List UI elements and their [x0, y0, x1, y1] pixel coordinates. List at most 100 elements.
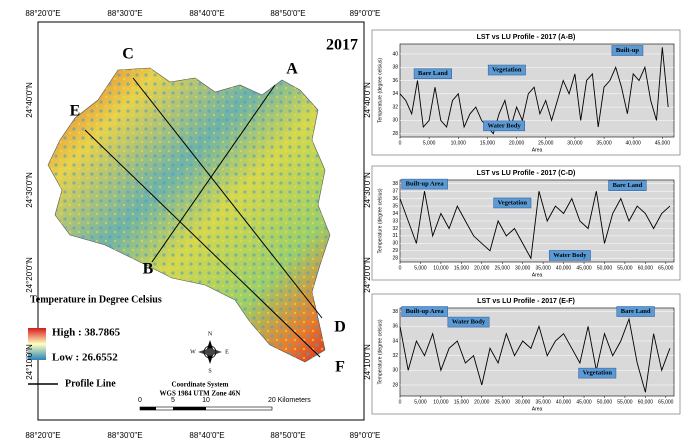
profile-point: A: [286, 61, 298, 78]
legend-high: High : 38.7865: [52, 327, 121, 339]
lon-label: 88°50'0"E: [270, 9, 305, 18]
annotation-box: [493, 197, 532, 209]
chart-title: LST vs LU Profile - 2017 (E-F): [477, 298, 575, 305]
compass-letter: N: [208, 331, 213, 337]
annotation-box: [483, 120, 526, 132]
annotation-box: [578, 367, 617, 379]
y-tick-label: 36: [392, 78, 398, 84]
annotation-text: Vegetation: [583, 370, 613, 377]
legend-ramp: [28, 328, 46, 360]
y-tick-label: 32: [392, 226, 398, 232]
x-tick-label: 20,000: [474, 265, 490, 271]
x-tick-label: 40,000: [556, 265, 572, 271]
profile-point: C: [122, 46, 134, 63]
lon-label: 88°30'0"E: [107, 431, 142, 440]
annotation: Vegetation: [487, 64, 526, 76]
lon-label: 88°40'0"E: [189, 9, 224, 18]
profile-line: [399, 191, 671, 260]
x-tick-label: 50,000: [597, 399, 613, 405]
y-tick-label: 36: [392, 324, 398, 330]
x-tick-label: 25,000: [495, 399, 511, 405]
scale-label: 5: [171, 397, 175, 404]
x-tick-label: 25,000: [538, 140, 554, 146]
lon-label: 88°20'0"E: [25, 431, 60, 440]
x-tick-label: 0: [399, 265, 402, 271]
x-axis-label: Area: [532, 147, 543, 153]
lon-label: 88°50'0"E: [270, 431, 305, 440]
annotation-text: Bare Land: [621, 308, 651, 315]
profile-point: D: [334, 319, 346, 336]
annotation-text: Water Body: [553, 252, 587, 259]
y-tick-label: 30: [392, 241, 398, 247]
x-tick-label: 25,000: [495, 265, 511, 271]
x-tick-label: 5,000: [414, 399, 427, 405]
north-arrow: [198, 340, 222, 364]
y-tick-label: 33: [392, 218, 398, 224]
compass-letter: W: [190, 349, 196, 355]
profile-line: [399, 317, 671, 393]
x-tick-label: 15,000: [480, 140, 496, 146]
x-tick-label: 45,000: [576, 399, 592, 405]
x-tick-label: 5,000: [414, 265, 427, 271]
profile-point: E: [70, 103, 81, 120]
annotation-text: Bare Land: [613, 182, 643, 189]
scale-label: 0: [138, 397, 142, 404]
x-tick-label: 30,000: [515, 265, 531, 271]
annotation-text: Built-up Area: [406, 308, 445, 315]
lat-label: 24°20'0"N: [363, 257, 372, 293]
chart-title: LST vs LU Profile - 2017 (A-B): [477, 34, 576, 41]
profile-line: [399, 47, 669, 135]
lat-label: 24°30'0"N: [25, 172, 34, 208]
annotation-text: Vegetation: [498, 199, 528, 206]
scale-label: 20 Kilometers: [268, 397, 311, 404]
y-tick-label: 28: [392, 256, 398, 262]
x-tick-label: 60,000: [638, 265, 654, 271]
x-tick-label: 35,000: [535, 265, 551, 271]
profile-lines: [84, 77, 323, 358]
y-tick-label: 34: [392, 91, 398, 97]
x-axis-label: Area: [532, 272, 543, 278]
lon-label: 88°40'0"E: [189, 431, 224, 440]
x-tick-label: 20,000: [474, 399, 490, 405]
y-tick-label: 30: [392, 368, 398, 374]
x-tick-label: 0: [399, 399, 402, 405]
annotation-box: [401, 178, 448, 190]
annotation: Vegetation: [493, 197, 532, 209]
lon-label: 89°0'0"E: [350, 431, 381, 440]
y-tick-label: 38: [392, 65, 398, 71]
annotation: Vegetation: [578, 367, 617, 379]
plot-area: [399, 43, 675, 138]
x-tick-label: 20,000: [509, 140, 525, 146]
y-axis-label: Temperature (degree celsius): [377, 319, 383, 384]
x-tick-label: 65,000: [658, 265, 674, 271]
x-tick-label: 35,000: [596, 140, 612, 146]
y-tick-label: 28: [392, 131, 398, 137]
annotation-box: [616, 306, 655, 317]
annotation: Built-up: [611, 45, 644, 56]
x-tick-label: 30,000: [515, 399, 531, 405]
x-tick-label: 0: [399, 140, 402, 146]
y-tick-label: 40: [392, 51, 398, 57]
profile-point: F: [335, 359, 345, 376]
annotation: Built-up Area: [401, 306, 448, 317]
x-tick-label: 65,000: [658, 399, 674, 405]
annotation: Bare Land: [413, 68, 452, 80]
legend-profile-line: Profile Line: [65, 378, 116, 389]
lat-label: 24°40'0"N: [363, 82, 372, 118]
annotation-text: Bare Land: [418, 70, 448, 77]
y-tick-label: 38: [392, 181, 398, 187]
x-tick-label: 40,000: [556, 399, 572, 405]
y-tick-label: 28: [392, 382, 398, 388]
x-tick-label: 45,000: [655, 140, 671, 146]
y-tick-label: 36: [392, 196, 398, 202]
compass-letter: S: [208, 368, 211, 374]
plot-area: [399, 307, 675, 397]
y-tick-label: 31: [392, 233, 398, 239]
annotation-box: [447, 316, 490, 328]
x-tick-label: 55,000: [617, 265, 633, 271]
annotation-box: [611, 45, 644, 56]
lon-label: 88°20'0"E: [25, 9, 60, 18]
annotation-text: Water Body: [452, 319, 486, 326]
legend-low: Low : 26.6552: [52, 352, 118, 364]
